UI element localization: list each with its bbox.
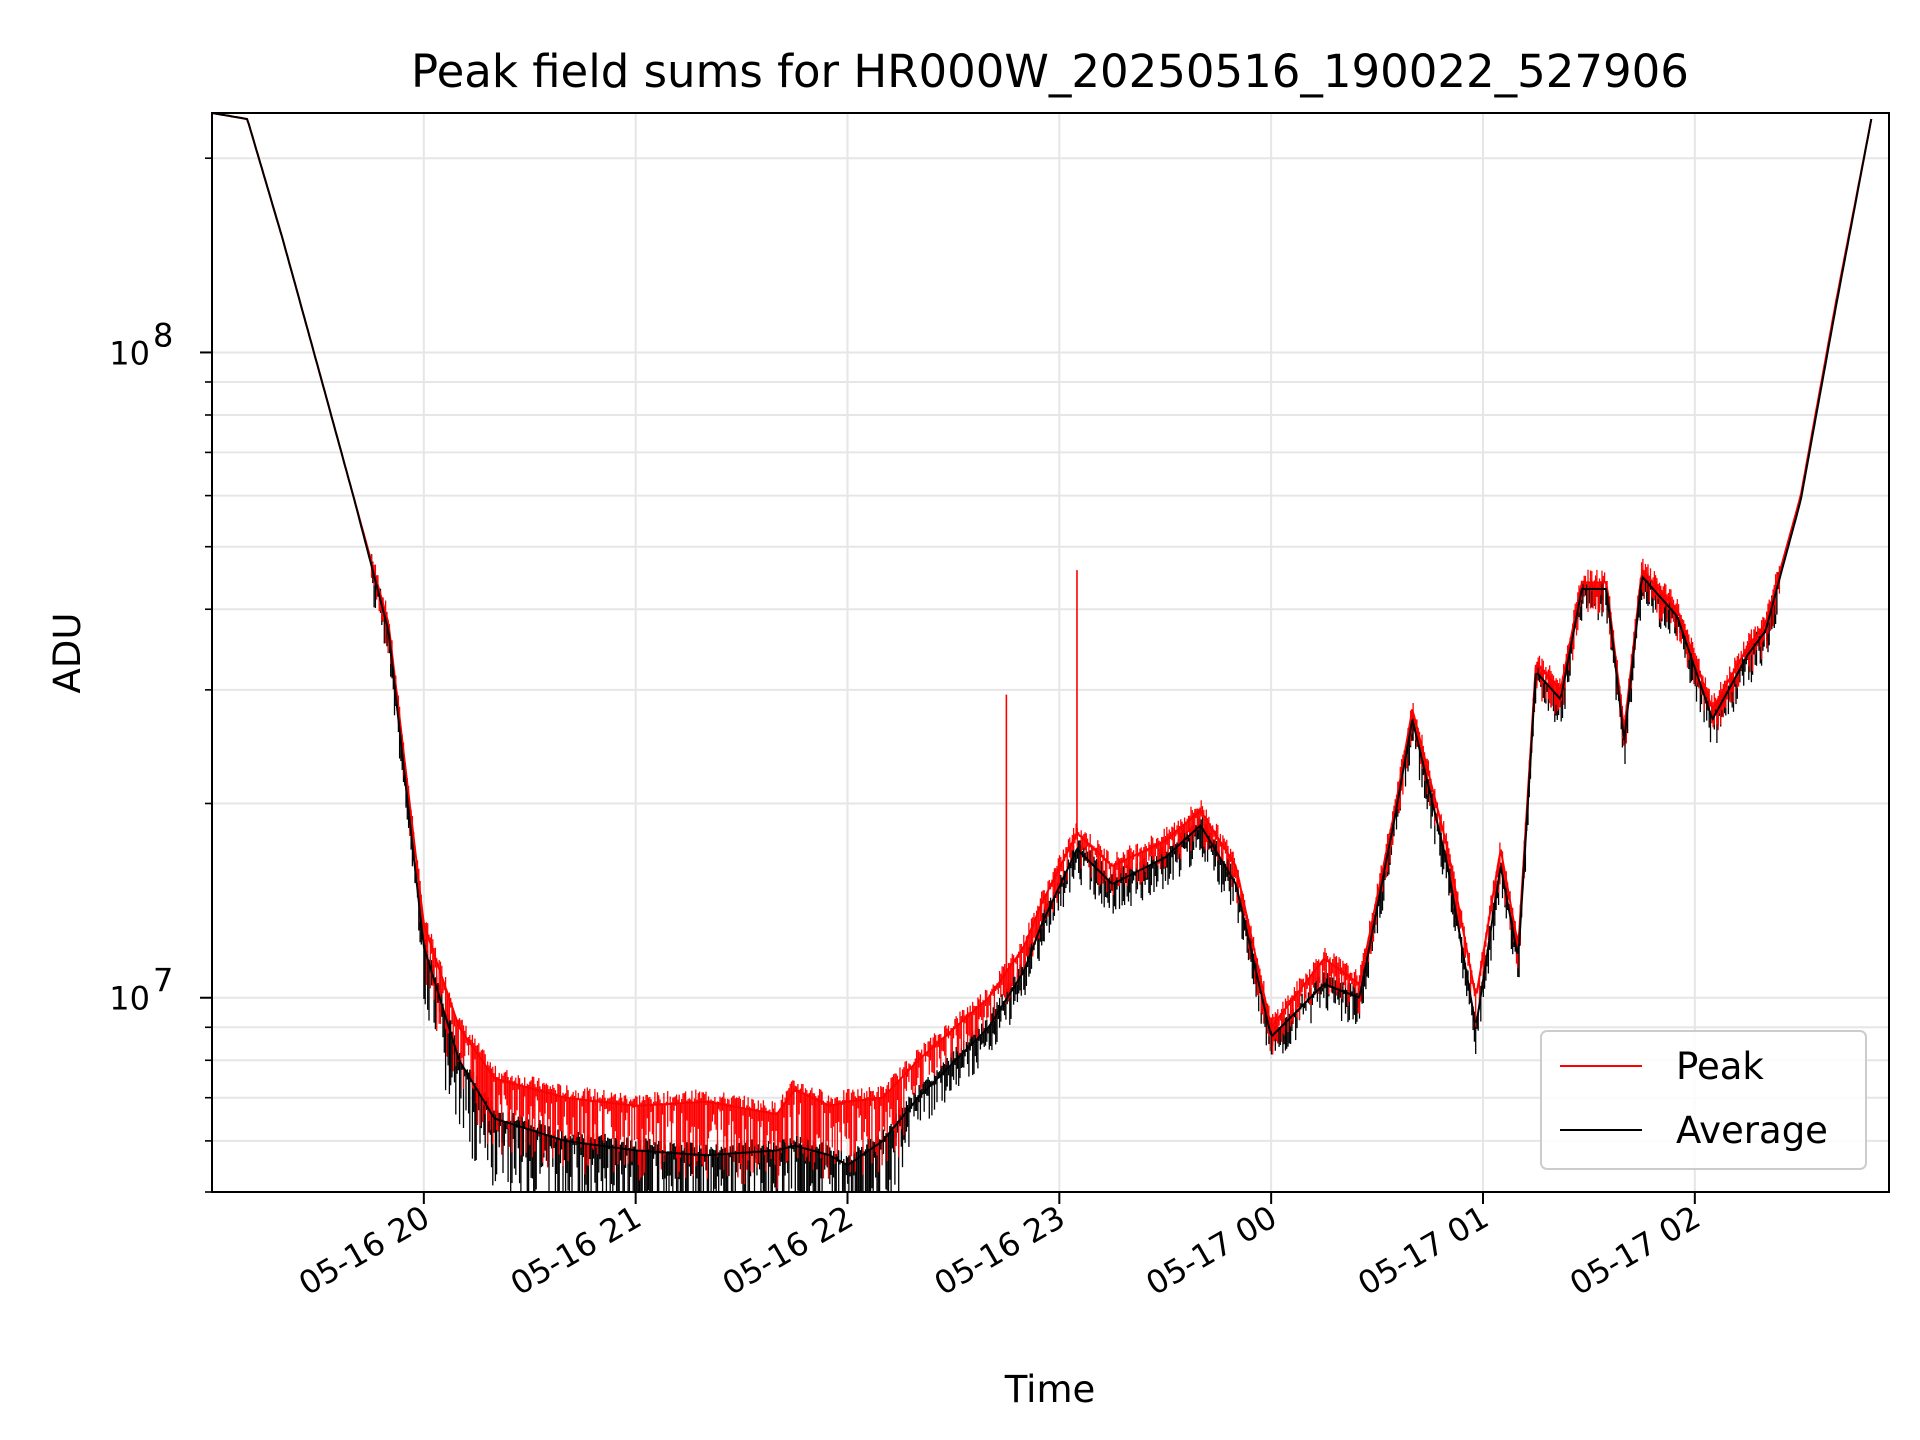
series-peak-spikes (1005, 570, 1078, 973)
legend-label-average: Average (1676, 1109, 1828, 1152)
x-axis-label: Time (1004, 1368, 1096, 1411)
y-axis-label: ADU (46, 613, 89, 694)
series-peak-line (211, 112, 1873, 1116)
legend-label-peak: Peak (1676, 1045, 1764, 1088)
y-tick-exponent: 7 (153, 962, 173, 1000)
y-grid (212, 157, 1889, 1193)
x-grid (422, 113, 1696, 1192)
y-tick-label: 10 (109, 980, 150, 1018)
series-average-line (211, 112, 1873, 1166)
y-tick-label: 10 (109, 334, 150, 372)
legend: Peak Average (1540, 1030, 1867, 1170)
series-peak-noise (370, 554, 1781, 1189)
chart-title: Peak field sums for HR000W_20250516_1900… (411, 45, 1689, 98)
plot-frame (211, 112, 1890, 1193)
y-tick-exponent: 8 (153, 316, 173, 354)
